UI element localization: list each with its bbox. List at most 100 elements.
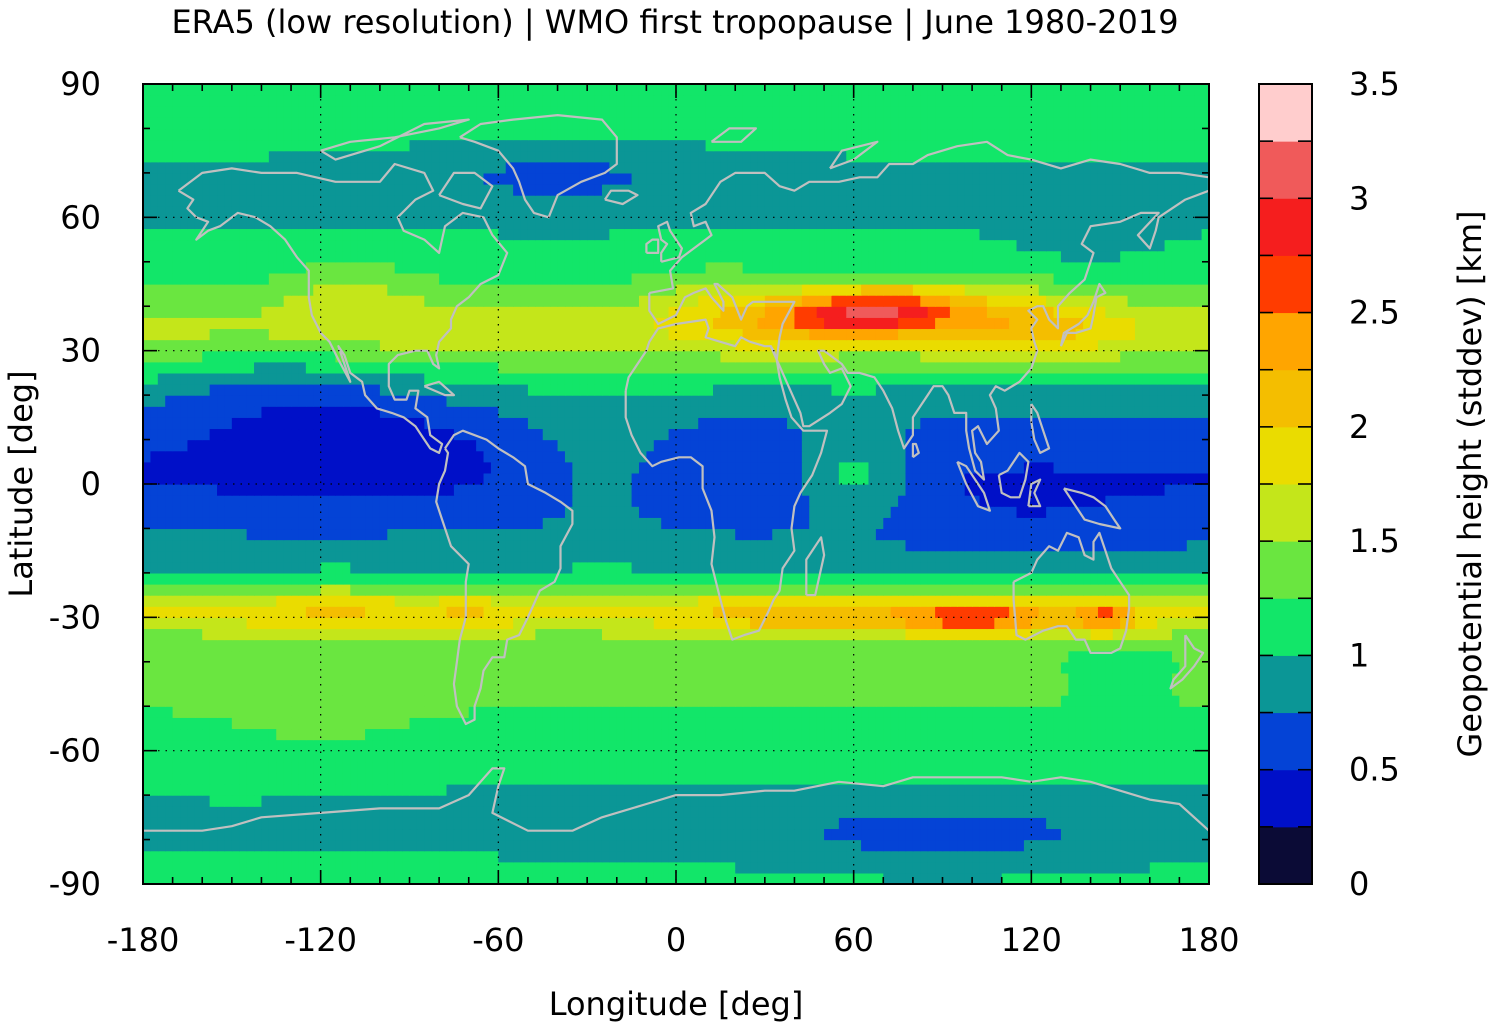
heatmap-cell bbox=[379, 595, 388, 607]
heatmap-cell bbox=[972, 706, 981, 718]
heatmap-cell bbox=[801, 650, 810, 663]
heatmap-cell bbox=[468, 661, 477, 674]
heatmap-cell bbox=[720, 728, 729, 741]
heatmap-cell bbox=[942, 628, 951, 641]
heatmap-cell bbox=[394, 495, 403, 507]
heatmap-cell bbox=[1097, 595, 1106, 607]
heatmap-cell bbox=[1149, 561, 1158, 574]
heatmap-cell bbox=[409, 495, 418, 507]
heatmap-cell bbox=[609, 639, 618, 652]
heatmap-cell bbox=[261, 806, 270, 818]
heatmap-cell bbox=[557, 750, 566, 763]
heatmap-cell bbox=[1164, 572, 1173, 585]
heatmap-cell bbox=[920, 661, 929, 674]
heatmap-cell bbox=[631, 750, 640, 763]
heatmap-cell bbox=[972, 806, 981, 818]
heatmap-cell bbox=[994, 817, 1003, 830]
heatmap-cell bbox=[298, 639, 307, 652]
heatmap-cell bbox=[1149, 539, 1158, 552]
heatmap-cell bbox=[638, 550, 647, 563]
heatmap-cell bbox=[202, 684, 211, 696]
heatmap-cell bbox=[705, 872, 714, 884]
heatmap-cell bbox=[779, 828, 788, 841]
heatmap-cell bbox=[750, 495, 759, 507]
heatmap-cell bbox=[912, 561, 921, 574]
heatmap-cell bbox=[409, 828, 418, 841]
heatmap-cell bbox=[209, 672, 218, 685]
heatmap-cell bbox=[1127, 595, 1136, 607]
heatmap-cell bbox=[994, 561, 1003, 574]
heatmap-cell bbox=[350, 772, 359, 785]
heatmap-cell bbox=[513, 861, 522, 874]
heatmap-cell bbox=[898, 539, 907, 552]
heatmap-cell bbox=[1090, 728, 1099, 741]
heatmap-cell bbox=[461, 750, 470, 763]
heatmap-cell bbox=[601, 717, 610, 730]
heatmap-cell bbox=[883, 684, 892, 696]
heatmap-cell bbox=[735, 639, 744, 652]
heatmap-cell bbox=[416, 839, 425, 852]
heatmap-cell bbox=[291, 750, 300, 763]
heatmap-cell bbox=[1001, 761, 1010, 774]
heatmap-cell bbox=[624, 561, 633, 574]
heatmap-cell bbox=[342, 650, 351, 663]
heatmap-cell bbox=[328, 772, 337, 785]
heatmap-cell bbox=[875, 506, 884, 518]
heatmap-cell bbox=[387, 517, 396, 530]
heatmap-cell bbox=[1157, 572, 1166, 585]
heatmap-cell bbox=[772, 706, 781, 718]
heatmap-cell bbox=[853, 739, 862, 752]
heatmap-cell bbox=[1127, 572, 1136, 585]
heatmap-cell bbox=[431, 861, 440, 874]
heatmap-cell bbox=[986, 828, 995, 841]
heatmap-cell bbox=[172, 761, 181, 774]
heatmap-cell bbox=[594, 550, 603, 563]
heatmap-cell bbox=[1164, 550, 1173, 563]
heatmap-cell bbox=[787, 739, 796, 752]
heatmap-cell bbox=[794, 584, 803, 596]
heatmap-cell bbox=[409, 861, 418, 874]
heatmap-cell bbox=[720, 750, 729, 763]
heatmap-cell bbox=[483, 617, 492, 630]
heatmap-cell bbox=[387, 861, 396, 874]
heatmap-cell bbox=[616, 828, 625, 841]
heatmap-cell bbox=[1149, 828, 1158, 841]
heatmap-cell bbox=[180, 561, 189, 574]
heatmap-cell bbox=[224, 528, 233, 541]
heatmap-cell bbox=[735, 617, 744, 630]
heatmap-cell bbox=[905, 795, 914, 807]
heatmap-cell bbox=[1001, 717, 1010, 730]
heatmap-cell bbox=[365, 695, 374, 707]
heatmap-cell bbox=[276, 628, 285, 641]
heatmap-cell bbox=[313, 617, 322, 630]
heatmap-cell bbox=[794, 539, 803, 552]
heatmap-cell bbox=[165, 717, 174, 730]
heatmap-cell bbox=[1201, 561, 1209, 574]
heatmap-cell bbox=[1090, 528, 1099, 541]
heatmap-cell bbox=[1149, 639, 1158, 652]
heatmap-cell bbox=[217, 850, 226, 863]
heatmap-cell bbox=[1083, 561, 1092, 574]
heatmap-cell bbox=[1105, 695, 1114, 707]
heatmap-cell bbox=[935, 561, 944, 574]
heatmap-cell bbox=[787, 706, 796, 718]
heatmap-cell bbox=[1097, 584, 1106, 596]
heatmap-cell bbox=[468, 728, 477, 741]
heatmap-cell bbox=[1149, 650, 1158, 663]
heatmap-cell bbox=[1171, 695, 1180, 707]
heatmap-cell bbox=[350, 595, 359, 607]
heatmap-cell bbox=[1186, 650, 1195, 663]
heatmap-cell bbox=[557, 661, 566, 674]
heatmap-cell bbox=[668, 739, 677, 752]
heatmap-cell bbox=[1031, 750, 1040, 763]
heatmap-cell bbox=[853, 817, 862, 830]
heatmap-cell bbox=[372, 717, 381, 730]
heatmap-cell bbox=[964, 861, 973, 874]
heatmap-cell bbox=[979, 761, 988, 774]
heatmap-cell bbox=[365, 606, 374, 618]
heatmap-cell bbox=[1120, 695, 1129, 707]
heatmap-cell bbox=[1097, 550, 1106, 563]
heatmap-cell bbox=[557, 495, 566, 507]
heatmap-cell bbox=[853, 595, 862, 607]
heatmap-cell bbox=[1083, 784, 1092, 796]
